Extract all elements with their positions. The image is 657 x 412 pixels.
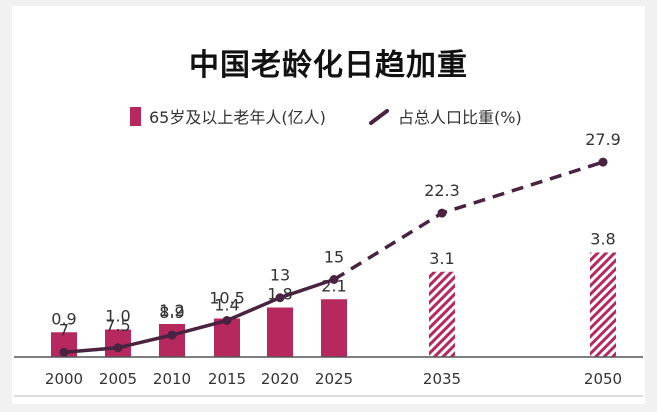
line-point-2010 <box>167 330 177 340</box>
chart-title: 中国老龄化日趋加重 <box>189 48 468 83</box>
x-tick-label-2005: 2005 <box>99 370 137 388</box>
line-point-2000 <box>59 347 69 357</box>
line-label-2020: 13 <box>270 266 290 285</box>
bar-label-2000: 0.9 <box>51 309 76 328</box>
bar-label-2010: 1.2 <box>159 301 184 320</box>
x-tick-label-2020: 2020 <box>261 370 299 388</box>
line-label-2035: 22.3 <box>424 181 460 200</box>
bar-label-2015: 1.4 <box>214 296 239 315</box>
legend-item-bar: 65岁及以上老年人(亿人) <box>130 104 326 128</box>
x-tick-label-2010: 2010 <box>153 370 191 388</box>
line-series-projected <box>333 160 604 281</box>
legend-line-label: 占总人口比重(%) <box>398 108 522 127</box>
bar-2035 <box>429 271 455 357</box>
line-point-2050 <box>598 157 608 167</box>
line-label-2015: 10.5 <box>209 288 245 307</box>
chart-legend: 65岁及以上老年人(亿人) 占总人口比重(%) <box>0 104 657 128</box>
line-point-2015 <box>222 315 232 325</box>
legend-bar-label: 65岁及以上老年人(亿人) <box>149 108 326 127</box>
bar-2050 <box>590 252 616 357</box>
bar-label-2035: 3.1 <box>429 249 454 268</box>
line-label-2025: 15 <box>324 248 344 267</box>
line-series-actual <box>63 277 335 355</box>
line-label-2010: 8.9 <box>159 303 184 322</box>
line-label-2000: 7 <box>59 320 69 339</box>
line-label-2050: 27.9 <box>585 130 621 149</box>
bar-2025 <box>321 299 347 357</box>
line-point-2005 <box>113 343 123 353</box>
bar-label-2005: 1.0 <box>105 307 130 326</box>
legend-line-swatch <box>369 108 389 125</box>
line-point-2020 <box>275 293 285 303</box>
line-point-2025 <box>329 275 339 284</box>
legend-item-line: 占总人口比重(%) <box>368 104 522 128</box>
bar-2020 <box>267 307 293 357</box>
x-tick-label-2035: 2035 <box>423 370 461 388</box>
legend-bar-swatch <box>130 106 141 126</box>
x-tick-label-2025: 2025 <box>315 370 353 388</box>
x-tick-label-2000: 2000 <box>45 370 83 388</box>
line-label-2005: 7.5 <box>105 316 130 335</box>
x-tick-label-2050: 2050 <box>584 370 622 388</box>
line-point-2035 <box>437 208 447 218</box>
bar-2010 <box>159 324 185 357</box>
bar-label-2050: 3.8 <box>590 230 615 249</box>
x-tick-label-2015: 2015 <box>208 370 246 388</box>
